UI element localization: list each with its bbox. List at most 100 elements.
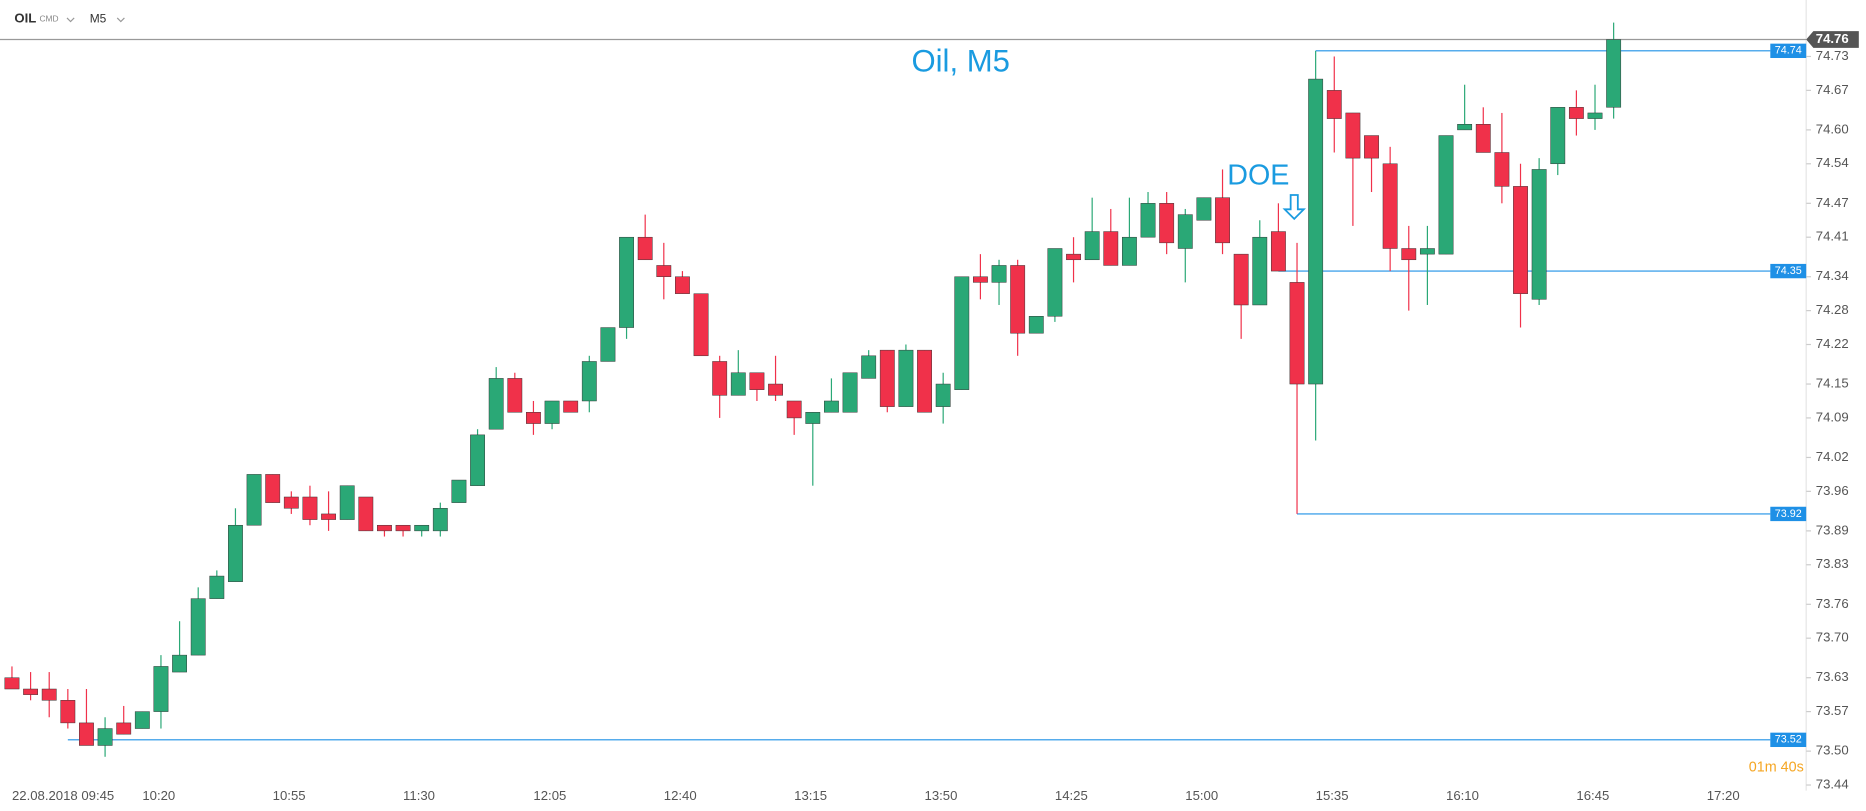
candle-body: [507, 378, 523, 413]
candle-body: [656, 265, 672, 277]
candle-body: [1028, 316, 1044, 334]
candle-body: [1215, 197, 1230, 244]
candle-body: [1568, 107, 1584, 119]
symbol-kind: CMD: [39, 13, 58, 23]
candle-body: [917, 349, 932, 413]
candle-body: [898, 349, 914, 407]
candle-body: [1401, 248, 1417, 261]
y-tick-label: 74.22: [1816, 336, 1849, 351]
candle-body: [79, 722, 94, 746]
candle-body: [730, 372, 746, 396]
candle-body: [1550, 107, 1566, 165]
candle-body: [712, 361, 728, 396]
candle-body: [842, 372, 858, 413]
y-tick-label: 74.54: [1816, 155, 1849, 170]
candle-body: [544, 400, 560, 424]
candle-body: [1606, 39, 1622, 108]
candle-body: [563, 400, 579, 413]
candle-body: [414, 524, 430, 532]
candle-body: [153, 666, 169, 712]
y-tick-label: 73.89: [1816, 522, 1849, 537]
y-tick-label: 74.15: [1816, 376, 1849, 391]
x-tick-label: 14:25: [1055, 788, 1088, 803]
x-tick-label: 09:45: [81, 788, 114, 803]
candle-body: [972, 276, 988, 283]
candle-body: [600, 327, 616, 362]
candle-body: [358, 496, 374, 532]
candle-body: [861, 355, 877, 379]
candle-body: [1159, 203, 1175, 244]
y-tick-label: 74.34: [1816, 268, 1849, 283]
x-tick-label: 11:30: [403, 788, 435, 803]
level-label: 74.35: [1775, 265, 1802, 277]
annotation-arrow: [1282, 194, 1306, 221]
chart-title: Oil, M5: [911, 44, 1009, 79]
y-tick-label: 74.47: [1816, 195, 1849, 210]
x-tick-label: 16:10: [1446, 788, 1479, 803]
candle-body: [116, 722, 132, 735]
candle-body: [581, 361, 597, 402]
candle-body: [805, 412, 821, 424]
y-tick-label: 73.83: [1816, 556, 1849, 571]
dropdown-arrow[interactable]: [66, 17, 75, 23]
interval[interactable]: M5: [90, 11, 107, 25]
y-tick-label: 74.41: [1816, 229, 1849, 244]
y-tick-label: 74.28: [1816, 302, 1849, 317]
candle-body: [1103, 231, 1119, 266]
candle-body: [265, 474, 281, 503]
candle-body: [339, 485, 355, 520]
annotation: DOE: [1227, 160, 1289, 192]
candle-body: [1121, 236, 1137, 266]
candle-body: [954, 276, 970, 390]
y-tick-label: 73.44: [1816, 776, 1849, 791]
candle-body: [675, 276, 690, 294]
candle-body: [488, 378, 504, 430]
candle-body: [1252, 236, 1268, 306]
x-tick-label: 13:50: [925, 788, 958, 803]
candle-body: [209, 575, 225, 599]
level-label-box: [1770, 43, 1807, 59]
candle-body: [1438, 135, 1454, 255]
candle-body: [4, 677, 20, 690]
y-tick-label: 74.73: [1816, 48, 1849, 63]
candle-body: [526, 412, 541, 424]
y-tick-label: 74.02: [1816, 449, 1849, 464]
x-tick-label: 16:45: [1576, 788, 1609, 803]
candle-body: [935, 383, 951, 407]
candle-body: [1066, 253, 1081, 261]
candle-body: [1289, 282, 1305, 385]
x-tick-label: 15:00: [1185, 788, 1218, 803]
y-tick-label: 74.60: [1816, 121, 1849, 136]
y-tick-label: 74.67: [1816, 82, 1849, 97]
symbol[interactable]: OIL: [14, 11, 36, 26]
candle-body: [1308, 78, 1324, 385]
candle-body: [1587, 112, 1603, 119]
candle-body: [1084, 231, 1100, 261]
candle-body: [1196, 197, 1212, 221]
candle-body: [432, 508, 448, 532]
candle-body: [1345, 112, 1361, 159]
x-tick-label: 17:20: [1707, 788, 1740, 803]
dropdown-arrow[interactable]: [116, 17, 125, 23]
candle-body: [991, 265, 1007, 283]
candle-body: [879, 349, 895, 407]
level-label: 73.52: [1775, 734, 1802, 746]
candle-body: [1326, 90, 1342, 119]
candle-body: [41, 688, 57, 701]
candle-body: [302, 496, 318, 520]
current-price-box: [1806, 31, 1859, 48]
y-tick-label: 73.63: [1816, 669, 1849, 684]
candle-body: [321, 513, 336, 520]
candle-body: [1010, 265, 1026, 334]
candle-body: [619, 236, 634, 328]
y-tick-label: 73.57: [1816, 703, 1849, 718]
candle-body: [1513, 186, 1528, 294]
candle-body: [1047, 248, 1063, 317]
candle-body: [1364, 135, 1379, 159]
candle-body: [451, 479, 467, 503]
candle-body: [395, 524, 411, 532]
y-tick-label: 74.09: [1816, 409, 1849, 424]
y-tick-label: 73.50: [1816, 743, 1849, 758]
